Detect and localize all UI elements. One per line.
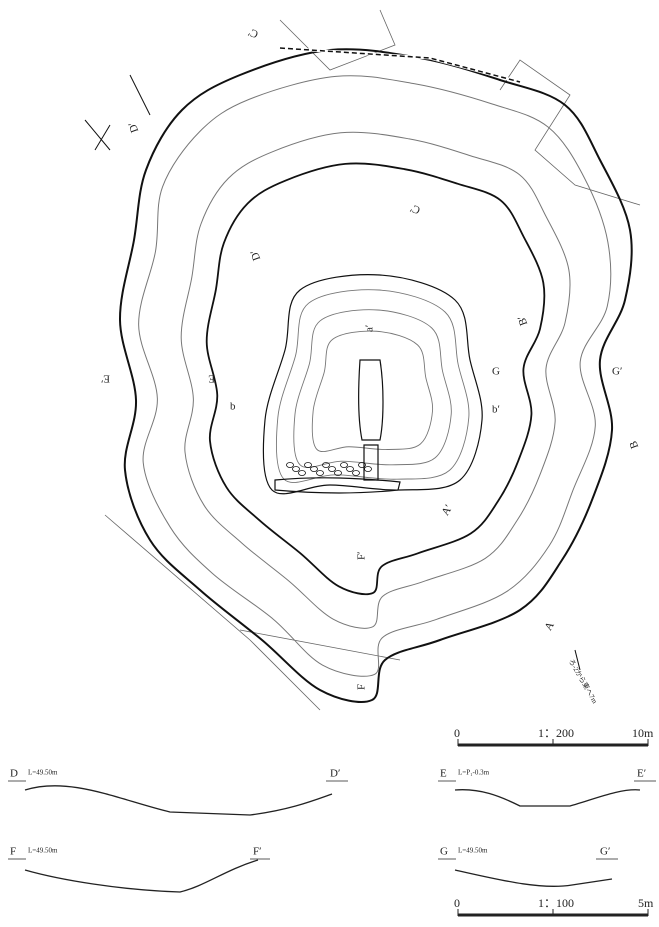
marker-line [574, 649, 581, 671]
section-end: D′ [330, 768, 340, 780]
stone [304, 462, 312, 468]
section-end: F′ [253, 846, 262, 858]
stone [328, 466, 336, 472]
contour [138, 75, 612, 677]
pit-contour [311, 330, 434, 453]
dashed-edge [279, 46, 521, 84]
scale-ratio: 1：100 [538, 896, 574, 910]
plan-label: B′ [516, 314, 531, 327]
sections [8, 780, 656, 893]
plan-label: b [230, 401, 236, 413]
plan-label: F′ [356, 551, 368, 560]
section-level: L=P₁-0.3m [458, 769, 490, 777]
plan-label: G [492, 366, 500, 378]
pit-contour [262, 274, 483, 495]
plan-label: E′ [101, 372, 110, 384]
stone [292, 466, 300, 472]
section-profile [24, 859, 259, 893]
stone-row [358, 359, 384, 481]
pit-base [274, 477, 401, 494]
plan-label: F [356, 684, 368, 690]
section-level: L=49.50m [458, 847, 488, 855]
plan-label: D′ [248, 248, 263, 262]
section-level: L=49.50m [28, 847, 58, 855]
section-end: G′ [600, 846, 610, 858]
north-arrow [84, 74, 151, 151]
scale-zero: 0 [454, 726, 460, 740]
section-level: L=49.50m [28, 769, 58, 777]
scale-zero: 0 [454, 896, 460, 910]
plan-note: ろ-2から東へ7m [567, 657, 600, 705]
scale-length: 5m [638, 896, 654, 910]
section-start: E [440, 768, 447, 780]
plan-label: A [542, 620, 556, 633]
section-profile [24, 785, 333, 816]
plan-label: b′ [492, 404, 500, 416]
contour [205, 162, 546, 596]
plan-label: G′ [612, 366, 622, 378]
stone [340, 462, 348, 468]
stone [298, 470, 306, 476]
plan-label: E [208, 372, 215, 384]
stone [346, 466, 354, 472]
section-start: G [440, 846, 448, 858]
grid-line [104, 9, 641, 711]
plan-label: a′ [364, 325, 376, 332]
scale-length: 10m [632, 726, 654, 740]
plan-label: C′ [409, 201, 422, 216]
stone [310, 466, 318, 472]
section-profile [454, 869, 613, 887]
stone [334, 470, 342, 476]
pit-contour [293, 309, 452, 468]
stone [322, 462, 330, 468]
plan-label: B [627, 439, 641, 450]
plan-label: A′ [439, 503, 455, 518]
section-start: D [10, 768, 18, 780]
plan-label: D′ [126, 120, 141, 134]
scale-bars [457, 739, 649, 917]
section-end: E′ [637, 768, 646, 780]
stone [364, 466, 372, 472]
dashed-edge [279, 47, 521, 83]
contour [180, 131, 571, 629]
section-profile [454, 789, 641, 807]
stone [358, 462, 366, 468]
scale-ratio: 1：200 [538, 726, 574, 740]
plan [84, 9, 641, 711]
section-start: F [10, 846, 16, 858]
stone [286, 462, 294, 468]
plan-label: C′ [247, 25, 260, 40]
pit-contour [276, 289, 470, 483]
outline [118, 48, 633, 703]
stone [352, 470, 360, 476]
stone [316, 470, 324, 476]
